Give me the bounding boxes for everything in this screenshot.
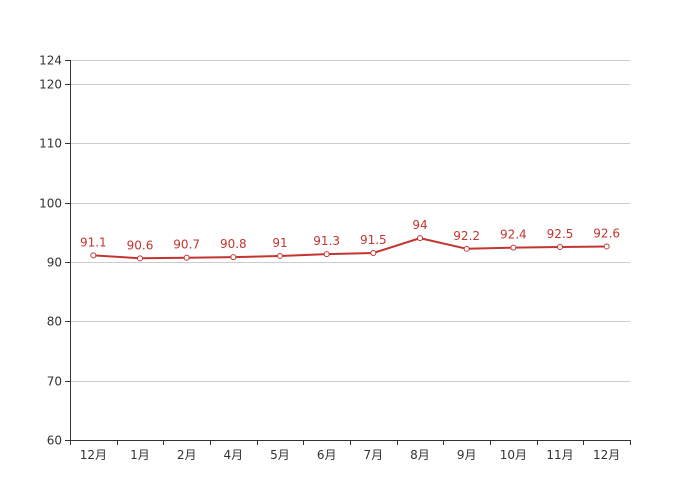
x-tick-label: 9月 — [457, 448, 477, 462]
y-tick-label: 110 — [39, 137, 62, 151]
y-tick-label: 124 — [39, 54, 62, 68]
x-tick-label: 6月 — [317, 448, 337, 462]
data-point — [510, 244, 517, 251]
data-label: 91.1 — [80, 235, 107, 249]
data-point — [323, 251, 330, 258]
data-point — [183, 254, 190, 261]
data-point — [557, 244, 563, 251]
data-label: 90.7 — [173, 238, 200, 252]
x-tick-label: 4月 — [224, 448, 244, 462]
data-label: 92.4 — [500, 228, 527, 242]
data-label: 92.2 — [453, 229, 480, 243]
data-point — [463, 245, 470, 252]
data-point — [603, 243, 610, 250]
data-label: 92.6 — [593, 226, 620, 240]
y-tick-label: 100 — [39, 197, 62, 211]
data-labels: 91.1 90.6 90.7 90.8 91 91.3 91.5 94 92.2 92.4 92.5… — [80, 218, 620, 252]
x-tick-label: 8月 — [410, 448, 430, 462]
x-tick-label: 12月 — [593, 448, 620, 462]
axes — [65, 60, 631, 445]
y-tick-label: 90 — [47, 256, 62, 270]
y-tick-label: 60 — [47, 434, 62, 448]
y-axis-tick-labels: 60 70 80 90 100 110 120 124 — [39, 54, 62, 448]
data-point — [137, 255, 143, 262]
data-point — [370, 249, 377, 256]
data-label: 94 — [412, 218, 427, 232]
series-line — [93, 237, 607, 260]
data-point — [230, 254, 237, 261]
data-label: 90.6 — [127, 238, 154, 252]
data-point — [277, 252, 283, 259]
x-tick-label: 11月 — [546, 448, 573, 462]
x-axis-tick-labels: 12月 1月 2月 4月 5月 6月 7月 8月 9月 10月 11月 12月 — [80, 448, 621, 462]
y-tick-label: 120 — [39, 78, 62, 92]
data-label: 92.5 — [547, 227, 574, 241]
data-label: 90.8 — [220, 237, 247, 251]
y-tick-label: 70 — [47, 375, 62, 389]
y-tick-label: 80 — [47, 315, 62, 329]
x-tick-label: 2月 — [177, 448, 197, 462]
x-tick-label: 7月 — [364, 448, 384, 462]
x-tick-label: 1月 — [130, 448, 150, 462]
x-tick-label: 5月 — [270, 448, 290, 462]
series-line-path — [93, 237, 607, 260]
data-label: 91.3 — [313, 234, 340, 248]
data-label: 91.5 — [360, 233, 387, 247]
data-label: 91 — [272, 236, 287, 250]
data-point — [90, 252, 97, 259]
data-points — [90, 235, 610, 262]
data-point — [417, 235, 423, 242]
x-tick-label: 10月 — [500, 448, 527, 462]
grid-lines — [70, 60, 630, 382]
x-tick-label: 12月 — [80, 448, 107, 462]
